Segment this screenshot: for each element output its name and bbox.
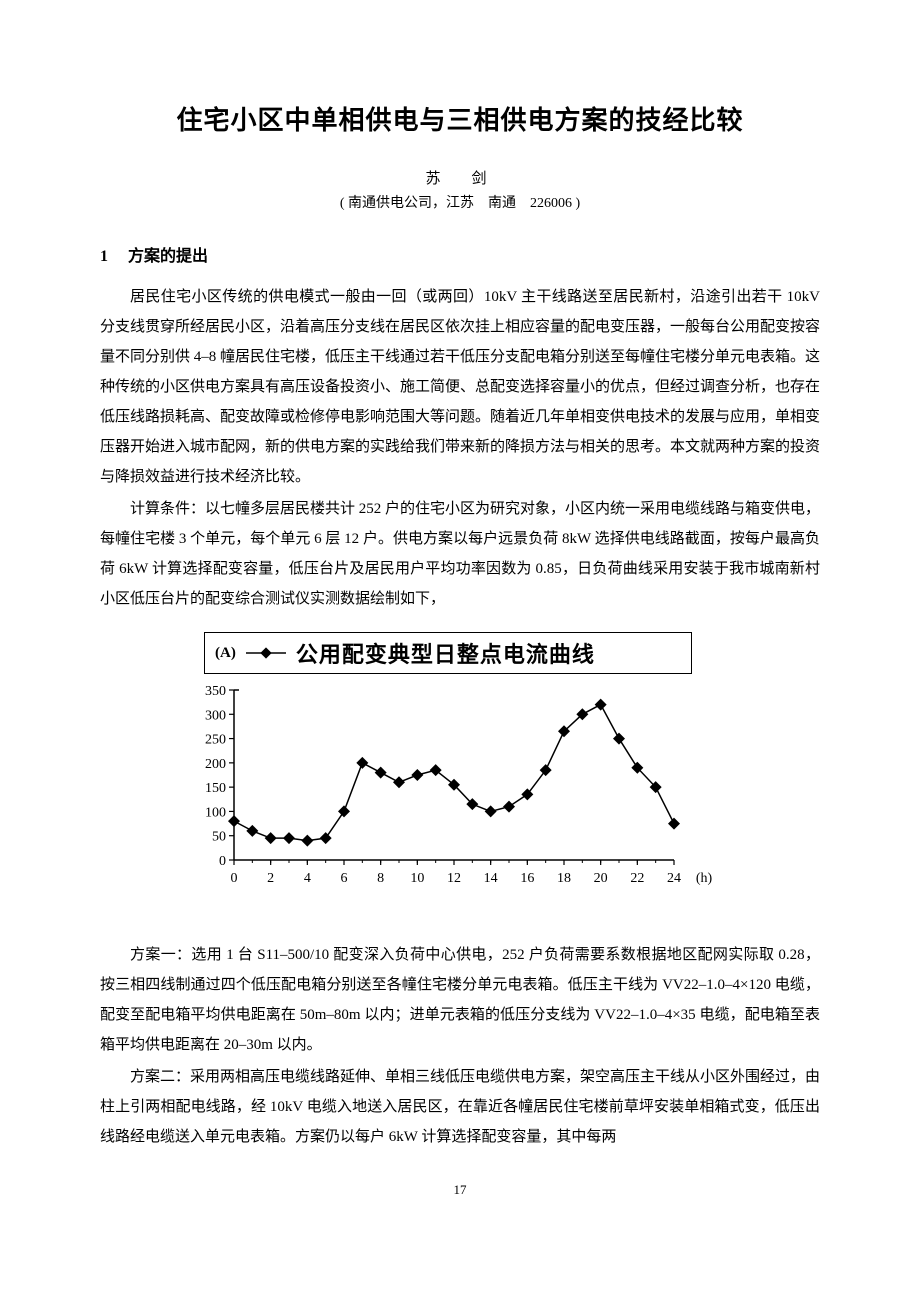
paper-title: 住宅小区中单相供电与三相供电方案的技经比较 xyxy=(100,100,820,137)
svg-text:2: 2 xyxy=(267,871,274,886)
svg-text:14: 14 xyxy=(484,871,498,886)
load-curve-chart: (A) 公用配变典型日整点电流曲线 0 50 100 150 200 250 300 350 0… xyxy=(180,632,740,900)
svg-text:22: 22 xyxy=(630,871,644,886)
section-title: 方案的提出 xyxy=(128,248,208,265)
svg-text:4: 4 xyxy=(304,871,311,886)
svg-text:300: 300 xyxy=(205,708,226,723)
paragraph-2: 计算条件：以七幢多层居民楼共计 252 户的住宅小区为研究对象，小区内统一采用电… xyxy=(100,494,820,614)
paragraph-4: 方案二：采用两相高压电缆线路延伸、单相三线低压电缆供电方案，架空高压主干线从小区… xyxy=(100,1062,820,1152)
section-1-heading: 1 方案的提出 xyxy=(100,242,820,266)
legend-label: 公用配变典型日整点电流曲线 xyxy=(296,637,595,669)
svg-text:50: 50 xyxy=(212,830,226,845)
page-number: 17 xyxy=(100,1182,820,1198)
svg-text:6: 6 xyxy=(341,871,348,886)
svg-text:10: 10 xyxy=(410,871,424,886)
svg-text:20: 20 xyxy=(594,871,608,886)
line-chart-svg: 0501001502002503003500246810121416182022… xyxy=(180,680,734,900)
svg-text:0: 0 xyxy=(219,854,226,869)
section-number: 1 xyxy=(100,248,124,266)
svg-text:(h): (h) xyxy=(696,871,713,886)
author: 苏 剑 xyxy=(100,167,820,188)
legend-marker-icon xyxy=(246,646,286,660)
svg-text:100: 100 xyxy=(205,805,226,820)
svg-text:350: 350 xyxy=(205,684,226,699)
svg-text:16: 16 xyxy=(520,871,534,886)
affiliation: ( 南通供电公司，江苏 南通 226006 ) xyxy=(100,192,820,212)
svg-text:8: 8 xyxy=(377,871,384,886)
svg-text:250: 250 xyxy=(205,733,226,748)
paragraph-1: 居民住宅小区传统的供电模式一般由一回（或两回）10kV 主干线路送至居民新村，沿… xyxy=(100,282,820,492)
paragraph-3: 方案一：选用 1 台 S11–500/10 配变深入负荷中心供电，252 户负荷… xyxy=(100,940,820,1060)
svg-text:150: 150 xyxy=(205,781,226,796)
svg-text:12: 12 xyxy=(447,871,461,886)
svg-text:18: 18 xyxy=(557,871,571,886)
page-container: 住宅小区中单相供电与三相供电方案的技经比较 苏 剑 ( 南通供电公司，江苏 南通… xyxy=(0,0,920,1238)
y-axis-unit: (A) xyxy=(215,645,236,662)
svg-text:200: 200 xyxy=(205,757,226,772)
svg-text:24: 24 xyxy=(667,871,681,886)
chart-legend: (A) 公用配变典型日整点电流曲线 xyxy=(204,632,692,674)
svg-text:0: 0 xyxy=(231,871,238,886)
